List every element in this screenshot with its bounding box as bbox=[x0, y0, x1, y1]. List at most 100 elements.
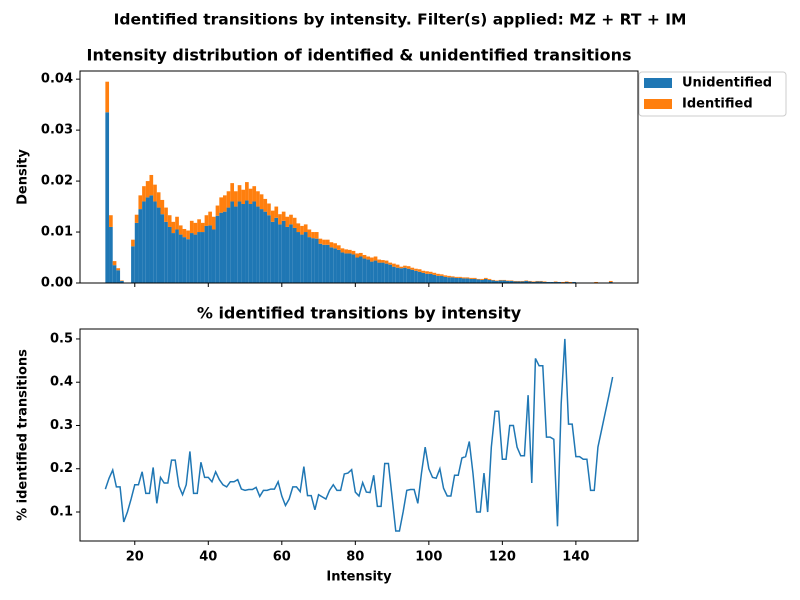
histogram-bar bbox=[289, 214, 293, 225]
histogram-bar bbox=[506, 280, 510, 283]
legend: Unidentified Identified bbox=[638, 71, 787, 117]
histogram-bar bbox=[344, 249, 348, 254]
histogram-bar bbox=[120, 280, 124, 283]
histogram-bar bbox=[443, 276, 448, 283]
histogram-bar bbox=[222, 211, 227, 283]
histogram-bar bbox=[553, 281, 558, 282]
histogram-bar bbox=[381, 260, 385, 263]
histogram-bar bbox=[322, 239, 326, 245]
histogram-bar bbox=[542, 281, 547, 283]
histogram-bar bbox=[109, 215, 113, 227]
histogram-bar bbox=[182, 237, 187, 283]
histogram-bar bbox=[377, 262, 382, 283]
histogram-bar bbox=[392, 266, 396, 283]
histogram-bar bbox=[359, 252, 363, 257]
histogram-bar bbox=[292, 217, 297, 228]
y-tick-label: 0.4 bbox=[50, 375, 73, 390]
histogram-bar bbox=[149, 195, 154, 283]
histogram-bar bbox=[502, 279, 507, 281]
histogram-bar bbox=[344, 253, 348, 283]
y-tick-label: 0.3 bbox=[50, 418, 73, 433]
legend-box bbox=[638, 71, 787, 117]
histogram-bar bbox=[384, 263, 389, 283]
histogram-bar bbox=[425, 271, 429, 274]
histogram-bar bbox=[285, 216, 290, 227]
histogram-bar bbox=[461, 278, 466, 283]
histogram-bar bbox=[410, 267, 415, 270]
histogram-bar bbox=[381, 262, 385, 283]
x-tick-label: 120 bbox=[489, 550, 516, 565]
histogram-bar bbox=[120, 280, 124, 281]
histogram-bar bbox=[347, 253, 352, 283]
histogram-bar bbox=[270, 210, 275, 222]
histogram-bar bbox=[355, 253, 359, 258]
histogram-bar bbox=[553, 281, 558, 283]
histogram-bar bbox=[535, 281, 540, 283]
histogram-bar bbox=[388, 264, 393, 283]
histogram-bar bbox=[208, 211, 212, 226]
histogram-bar bbox=[300, 225, 304, 235]
histogram-bar bbox=[528, 281, 532, 283]
histogram-bar bbox=[281, 211, 286, 221]
histogram-bar bbox=[355, 257, 359, 283]
histogram-bar bbox=[193, 222, 198, 235]
histogram-bar bbox=[281, 220, 286, 283]
histogram-bar bbox=[270, 221, 275, 283]
histogram-bar bbox=[314, 232, 319, 239]
histogram-bar bbox=[495, 280, 499, 281]
histogram-bar bbox=[414, 268, 418, 271]
histogram-bar bbox=[274, 206, 279, 218]
subplot: Intensity distribution of identified & u… bbox=[16, 46, 787, 291]
histogram-bar bbox=[428, 273, 433, 283]
histogram-bar bbox=[472, 278, 477, 283]
histogram-bar bbox=[333, 248, 337, 283]
legend-swatch bbox=[644, 78, 672, 88]
histogram-bar bbox=[414, 270, 418, 283]
histogram-bar bbox=[153, 201, 157, 283]
histogram-bar bbox=[450, 277, 455, 283]
histogram-bar bbox=[234, 206, 238, 283]
histogram-bar bbox=[175, 216, 179, 230]
histogram-bar bbox=[487, 279, 492, 283]
histogram-bar bbox=[311, 238, 315, 283]
legend-swatch bbox=[644, 99, 672, 109]
histogram-bar bbox=[105, 81, 110, 113]
histogram-bar bbox=[370, 257, 374, 262]
histogram-bar bbox=[105, 112, 110, 284]
histogram-bar bbox=[406, 268, 411, 283]
histogram-bar bbox=[241, 204, 246, 283]
histogram-bar bbox=[513, 281, 518, 283]
histogram-bar bbox=[178, 234, 183, 283]
histogram-bar bbox=[226, 191, 231, 208]
histogram-bar bbox=[557, 281, 562, 283]
histogram-bar bbox=[134, 214, 139, 223]
histogram-bar bbox=[112, 265, 117, 283]
histogram-bar bbox=[498, 280, 503, 283]
histogram-bar bbox=[296, 223, 301, 233]
histogram-bar bbox=[509, 280, 514, 283]
histogram-bar bbox=[219, 212, 223, 283]
x-tick-label: 140 bbox=[562, 550, 589, 565]
histogram-bar bbox=[303, 224, 308, 233]
histogram-bar bbox=[443, 275, 448, 277]
histogram-bar bbox=[175, 229, 179, 283]
histogram-bar bbox=[564, 281, 569, 283]
histogram-bar bbox=[230, 201, 235, 283]
subplot-title: Intensity distribution of identified & u… bbox=[87, 46, 632, 65]
histogram-bar bbox=[483, 277, 488, 279]
histogram-bar bbox=[241, 189, 246, 205]
histogram-bar bbox=[138, 195, 143, 210]
histogram-bar bbox=[340, 248, 345, 253]
histogram-bar bbox=[539, 281, 543, 283]
histogram-bar bbox=[359, 256, 363, 283]
y-tick-label: 0.02 bbox=[41, 174, 73, 189]
histogram-bar bbox=[491, 279, 496, 281]
histogram-bar bbox=[131, 246, 135, 283]
y-tick-label: 0.1 bbox=[50, 505, 73, 520]
histogram-bar bbox=[311, 232, 315, 239]
plot-area bbox=[105, 81, 613, 284]
histogram-bar bbox=[193, 234, 198, 283]
histogram-bar bbox=[436, 273, 440, 276]
histogram-bar bbox=[142, 186, 146, 202]
histogram-bar bbox=[362, 258, 367, 283]
